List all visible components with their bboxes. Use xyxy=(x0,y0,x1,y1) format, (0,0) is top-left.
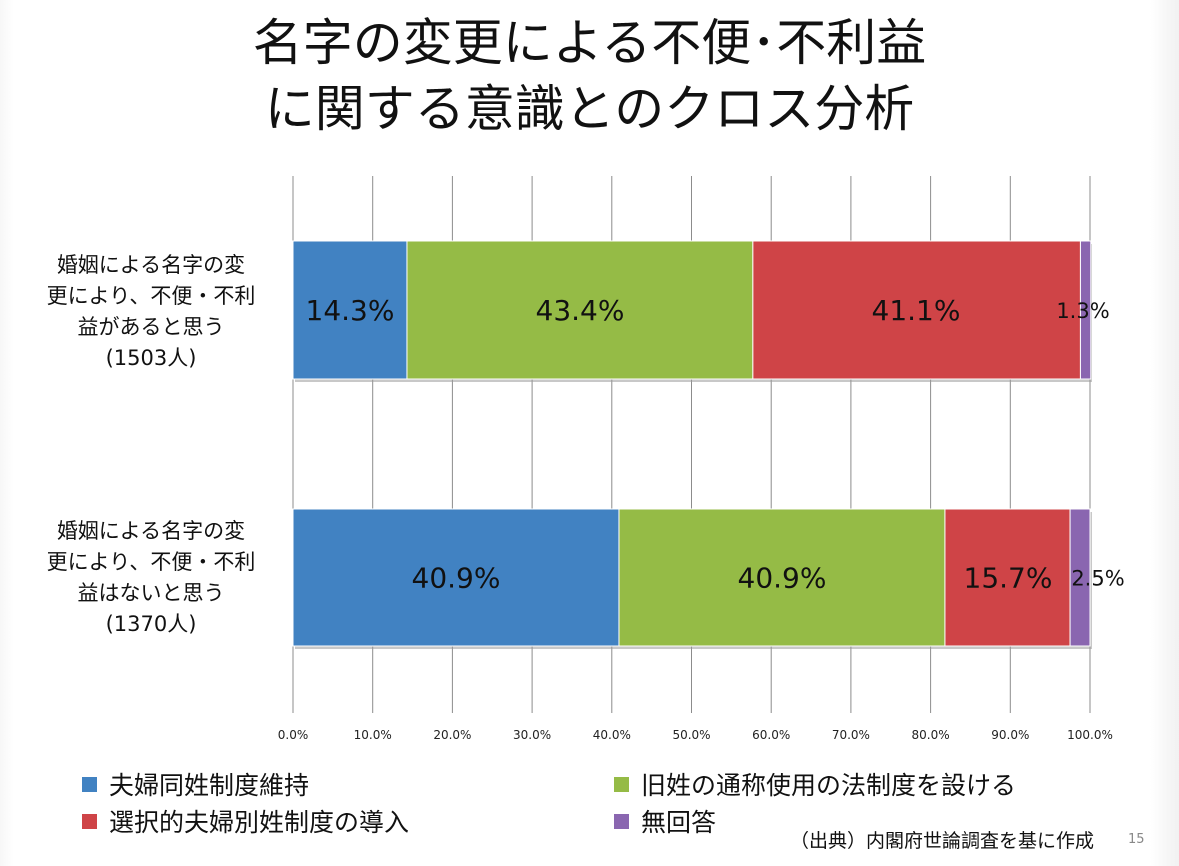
x-tick-label: 20.0% xyxy=(433,728,471,742)
bar-segment xyxy=(752,240,1081,380)
category-label-line: 益はないと思う xyxy=(77,581,225,605)
legend-item-3: 選択的夫婦別姓制度の導入 xyxy=(82,803,409,839)
bar-segment xyxy=(1069,508,1091,647)
category-label-2: 婚姻による名字の変 更により、不便・不利 益はないと思う (1370人) xyxy=(20,516,282,640)
bar-segment xyxy=(944,508,1071,647)
legend-item-4: 無回答 xyxy=(614,803,716,839)
legend-swatch-4 xyxy=(614,813,629,829)
category-label-line: 婚姻による名字の変 xyxy=(56,253,246,277)
bar-segment xyxy=(292,508,620,647)
data-label: 40.9% xyxy=(738,562,827,595)
chart-title: 名字の変更による不便･不利益 に関する意識とのクロス分析 xyxy=(0,10,1179,142)
legend-swatch-2 xyxy=(614,776,629,792)
page-number: 15 xyxy=(1128,832,1145,847)
legend-swatch-1 xyxy=(82,776,97,792)
x-tick-label: 30.0% xyxy=(513,728,551,742)
x-tick-label: 10.0% xyxy=(354,728,392,742)
legend-swatch-3 xyxy=(82,813,97,829)
x-tick-label: 70.0% xyxy=(832,728,870,742)
legend-item-2: 旧姓の通称使用の法制度を設ける xyxy=(614,766,1016,802)
x-tick-label: 90.0% xyxy=(991,728,1029,742)
bar-segment xyxy=(618,508,946,647)
category-label-line: 更により、不便・不利 xyxy=(46,284,256,308)
data-label: 14.3% xyxy=(306,294,395,327)
data-label: 41.1% xyxy=(872,294,961,327)
data-label: 43.4% xyxy=(536,294,625,327)
data-label: 40.9% xyxy=(412,562,501,595)
x-tick-label: 40.0% xyxy=(593,728,631,742)
bar-segment xyxy=(406,240,754,380)
bar-segment xyxy=(1079,240,1092,380)
x-tick-label: 80.0% xyxy=(912,728,950,742)
data-label: 15.7% xyxy=(964,562,1053,595)
category-label-line: 益があると思う xyxy=(77,315,225,339)
data-label: 1.3% xyxy=(1056,299,1109,323)
x-tick-label: 60.0% xyxy=(752,728,790,742)
chart-title-line1: 名字の変更による不便･不利益 xyxy=(252,14,927,72)
x-tick-label: 100.0% xyxy=(1067,728,1113,742)
category-label-line: (1370人) xyxy=(105,612,197,636)
category-label-line: 婚姻による名字の変 xyxy=(56,519,246,543)
chart-title-line2: に関する意識とのクロス分析 xyxy=(264,80,915,138)
legend-label: 選択的夫婦別姓制度の導入 xyxy=(109,808,410,837)
legend-label: 夫婦同姓制度維持 xyxy=(109,771,310,800)
x-tick-label: 50.0% xyxy=(672,728,710,742)
legend-item-1: 夫婦同姓制度維持 xyxy=(82,766,309,802)
data-label: 2.5% xyxy=(1071,567,1124,591)
x-tick-label: 0.0% xyxy=(278,728,309,742)
category-label-1: 婚姻による名字の変 更により、不便・不利 益があると思う (1503人) xyxy=(20,250,282,374)
legend-label: 旧姓の通称使用の法制度を設ける xyxy=(641,771,1017,800)
bar-segment xyxy=(292,240,408,380)
legend-label: 無回答 xyxy=(641,808,717,837)
category-label-line: 更により、不便・不利 xyxy=(46,550,256,574)
source-note: （出典）内閣府世論調査を基に作成 xyxy=(790,830,1095,852)
category-label-line: (1503人) xyxy=(105,346,197,370)
